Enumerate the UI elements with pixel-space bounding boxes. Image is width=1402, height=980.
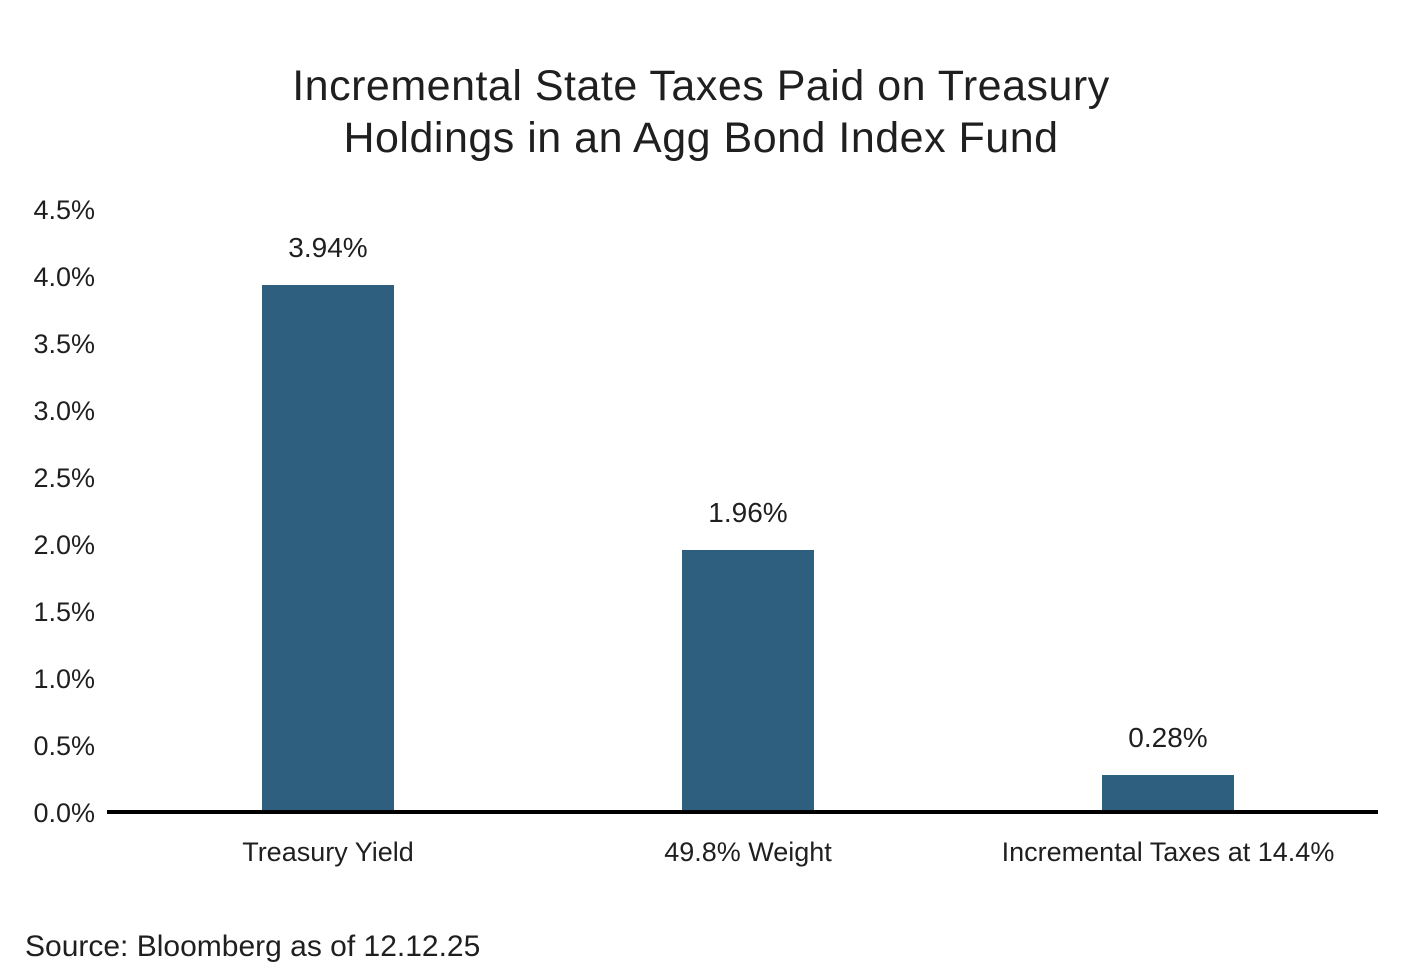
chart-title-line-2: Holdings in an Agg Bond Index Fund — [343, 114, 1059, 163]
y-axis-tick-label: 4.0% — [33, 262, 95, 292]
x-axis-line — [107, 810, 1378, 814]
bar-value-label: 3.94% — [288, 232, 368, 264]
chart-title-line-1: Incremental State Taxes Paid on Treasury — [292, 62, 1110, 110]
source-note: Source: Bloomberg as of 12.12.25 — [25, 930, 481, 963]
y-axis-tick-label: 2.5% — [33, 463, 95, 493]
bar-value-label: 1.96% — [708, 497, 788, 529]
x-axis-category-label: 49.8% Weight — [664, 837, 832, 867]
bar-2 — [682, 550, 814, 813]
bar-value-label: 0.28% — [1128, 722, 1208, 754]
y-axis-tick-label: 4.5% — [33, 195, 95, 225]
y-axis-tick-label: 3.0% — [33, 396, 95, 426]
y-axis-tick-label: 0.0% — [33, 798, 95, 828]
x-axis-category-label: Incremental Taxes at 14.4% — [1001, 837, 1335, 867]
y-axis-tick-label: 2.0% — [33, 530, 95, 560]
bar-3 — [1102, 775, 1234, 813]
y-axis-tick-label: 1.0% — [33, 664, 95, 694]
y-axis-tick-label: 3.5% — [33, 329, 95, 359]
chart-title: Incremental State Taxes Paid on Treasury… — [0, 60, 1402, 165]
bar-1 — [262, 285, 394, 813]
y-axis-tick-label: 0.5% — [33, 731, 95, 761]
x-axis-category-label: Treasury Yield — [242, 837, 414, 867]
y-axis-tick-label: 1.5% — [33, 597, 95, 627]
